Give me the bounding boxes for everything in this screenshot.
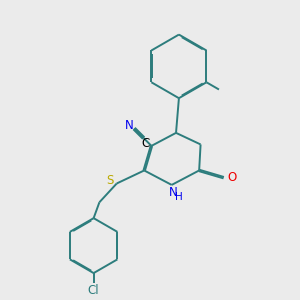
Text: N: N (169, 186, 178, 199)
Text: N: N (124, 119, 133, 132)
Text: C: C (141, 137, 149, 150)
Text: Cl: Cl (88, 284, 99, 297)
Text: S: S (106, 174, 113, 187)
Text: O: O (227, 171, 236, 184)
Text: H: H (175, 192, 183, 202)
